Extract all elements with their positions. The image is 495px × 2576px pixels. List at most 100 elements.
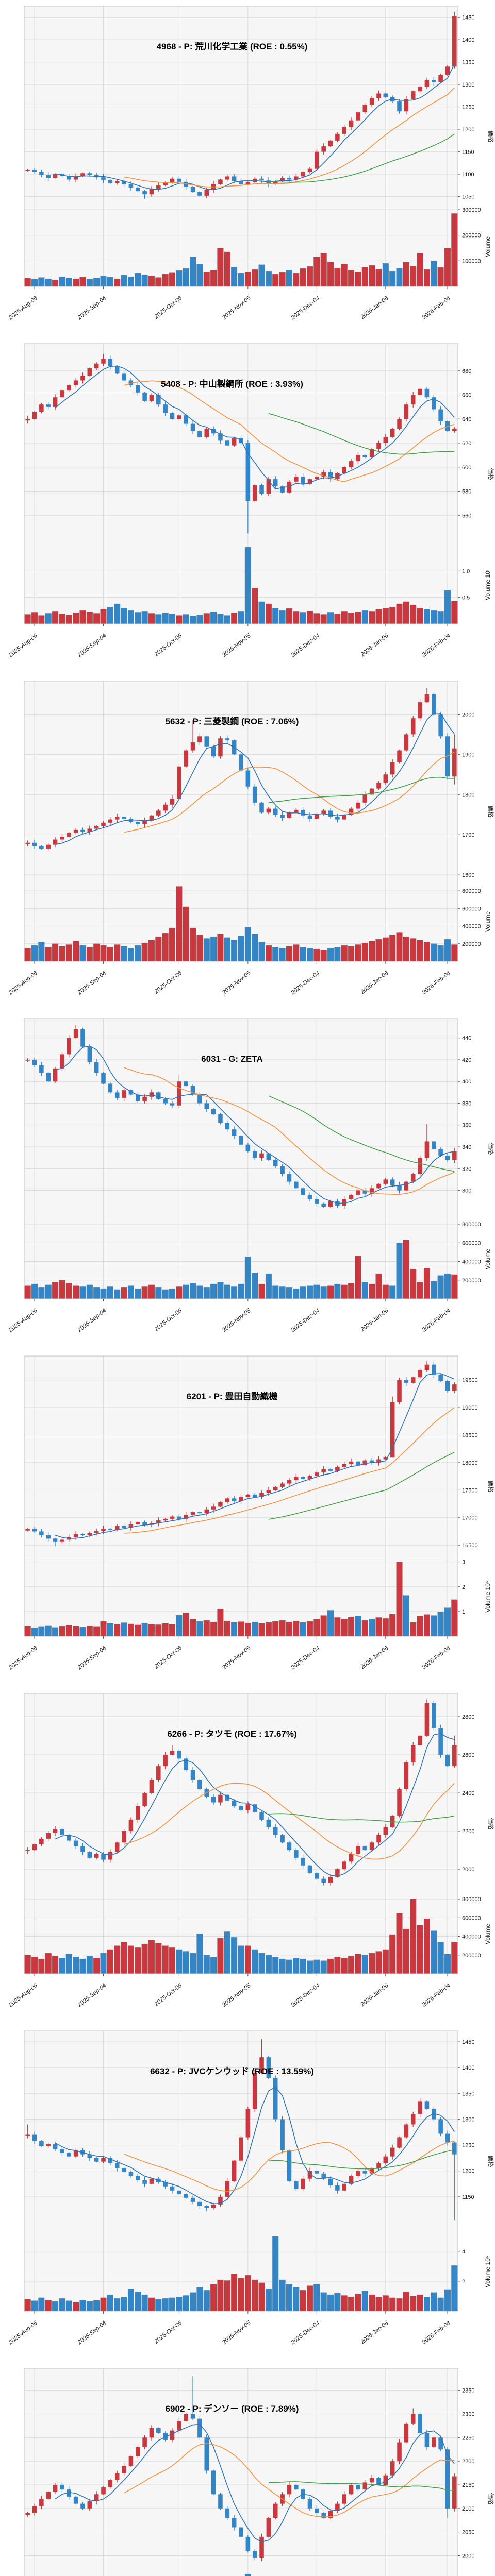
candle-body [128, 1819, 134, 1832]
volume-bar [403, 1595, 409, 1637]
volume-bar [224, 1620, 230, 1637]
plot-border [24, 6, 458, 287]
candle-body [108, 2480, 113, 2487]
candle-body [383, 1179, 388, 1184]
candle-body [32, 2506, 37, 2513]
volume-bar [196, 1285, 203, 1299]
date-tick-label: 2026-Jan-06 [359, 1308, 390, 1333]
candle-body [156, 395, 161, 405]
volume-bar [431, 1281, 437, 1299]
volume-bar [24, 1955, 31, 1974]
date-tick-label: 2025-Aug-06 [7, 2320, 39, 2346]
volume-bar [238, 611, 244, 624]
candle-body [452, 748, 457, 777]
candle-body [328, 472, 333, 480]
stock-chart-6902: 6902 - P: デンソー (ROE : 7.89%) 2000 2050 2100… [0, 2362, 495, 2576]
candle-body [73, 380, 78, 385]
candle-body [273, 2503, 278, 2518]
volume-bar [300, 1958, 306, 1974]
volume-tick-label: 600000 [462, 906, 481, 912]
volume-bar [231, 2274, 238, 2312]
candle-body [67, 2489, 72, 2497]
chart-title: 4968 - P: 荒川化学工業 (ROE : 0.55%) [157, 41, 308, 52]
ma-line-15 [124, 752, 455, 833]
volume-bar [169, 1947, 176, 1974]
candle-body [356, 2171, 360, 2176]
volume-bar [217, 248, 224, 287]
price-tick-label: 680 [462, 368, 471, 375]
candle-body [438, 74, 443, 82]
candlesticks [25, 2039, 457, 2220]
volume-bar [334, 947, 341, 962]
volume-tick-label: 3 [462, 1560, 465, 1566]
candle-body [259, 2536, 264, 2558]
candle-body [232, 438, 237, 446]
volume-bar [45, 947, 52, 962]
volume-bar [306, 948, 314, 962]
volume-bar [176, 270, 183, 287]
candle-body [177, 178, 182, 182]
date-tick-label: 2025-Dec-04 [290, 1645, 321, 1671]
date-tick-label: 2025-Aug-06 [7, 1982, 39, 2009]
stock-chart-6201: 6201 - P: 豊田自動織機 16500 17000 17500 18000 1850… [0, 1350, 495, 1687]
candle-body [128, 2172, 134, 2176]
candle-body [163, 404, 168, 413]
volume-bar [423, 2297, 431, 2312]
volume-bar [327, 1958, 334, 1974]
candle-body [445, 1754, 450, 1767]
candle-body [135, 2447, 140, 2456]
volume-bar [423, 269, 431, 287]
candle-body [307, 479, 312, 484]
volume-bar [272, 1621, 279, 1637]
volume-bar [31, 945, 38, 962]
volume-bar [279, 610, 286, 624]
candle-body [369, 1842, 374, 1851]
candle-body [259, 802, 264, 813]
candle-body [424, 1141, 430, 1158]
volume-bar [38, 1287, 45, 1299]
volume-bar [93, 278, 100, 287]
price-tick-label: 2800 [462, 1714, 474, 1720]
candle-body [177, 1516, 182, 1519]
volume-bar [451, 1274, 458, 1299]
candle-body [53, 397, 58, 407]
volume-bar [279, 1286, 286, 1299]
volume-bar [306, 2285, 314, 2312]
volume-bar [155, 936, 162, 962]
candle-body [287, 812, 292, 818]
candle-body [156, 2428, 161, 2433]
candle-body [376, 782, 381, 789]
candle-body [32, 1844, 37, 1851]
candle-body [149, 815, 154, 821]
candle-body [204, 1103, 209, 1109]
price-tick-label: 1250 [462, 105, 474, 111]
candle-body [46, 844, 51, 849]
candle-body [342, 467, 347, 473]
candle-body [315, 151, 319, 169]
volume-bars [24, 2236, 458, 2312]
candle-body [301, 1477, 305, 1479]
candle-body [418, 702, 422, 719]
volume-bar [217, 1608, 224, 1637]
candle-body [397, 1380, 402, 1402]
candle-body [404, 404, 409, 419]
volume-bar [403, 936, 409, 962]
volume-bar [203, 2290, 210, 2312]
price-tick-labels: 16500 17000 17500 18000 18500 19000 19500 [458, 1378, 478, 1549]
candle-body [259, 1812, 264, 1820]
volume-tick-label: 2 [462, 2279, 465, 2285]
candle-body [266, 1490, 271, 1493]
candle-body [273, 808, 278, 815]
volume-bar [244, 927, 251, 962]
candle-body [349, 1461, 354, 1464]
volume-bar [59, 1626, 65, 1637]
volume-bar [100, 945, 107, 962]
date-tick-labels: 2025-Aug-06 2025-Sep-04 2025-Oct-06 2025-No… [7, 961, 452, 996]
volume-bar [320, 950, 327, 962]
volume-bar [196, 935, 203, 962]
volume-bar [73, 1957, 79, 1974]
candle-body [184, 1515, 188, 1519]
volume-bar [334, 1957, 341, 1974]
volume-bar [162, 1945, 169, 1974]
candle-body [225, 1498, 230, 1502]
